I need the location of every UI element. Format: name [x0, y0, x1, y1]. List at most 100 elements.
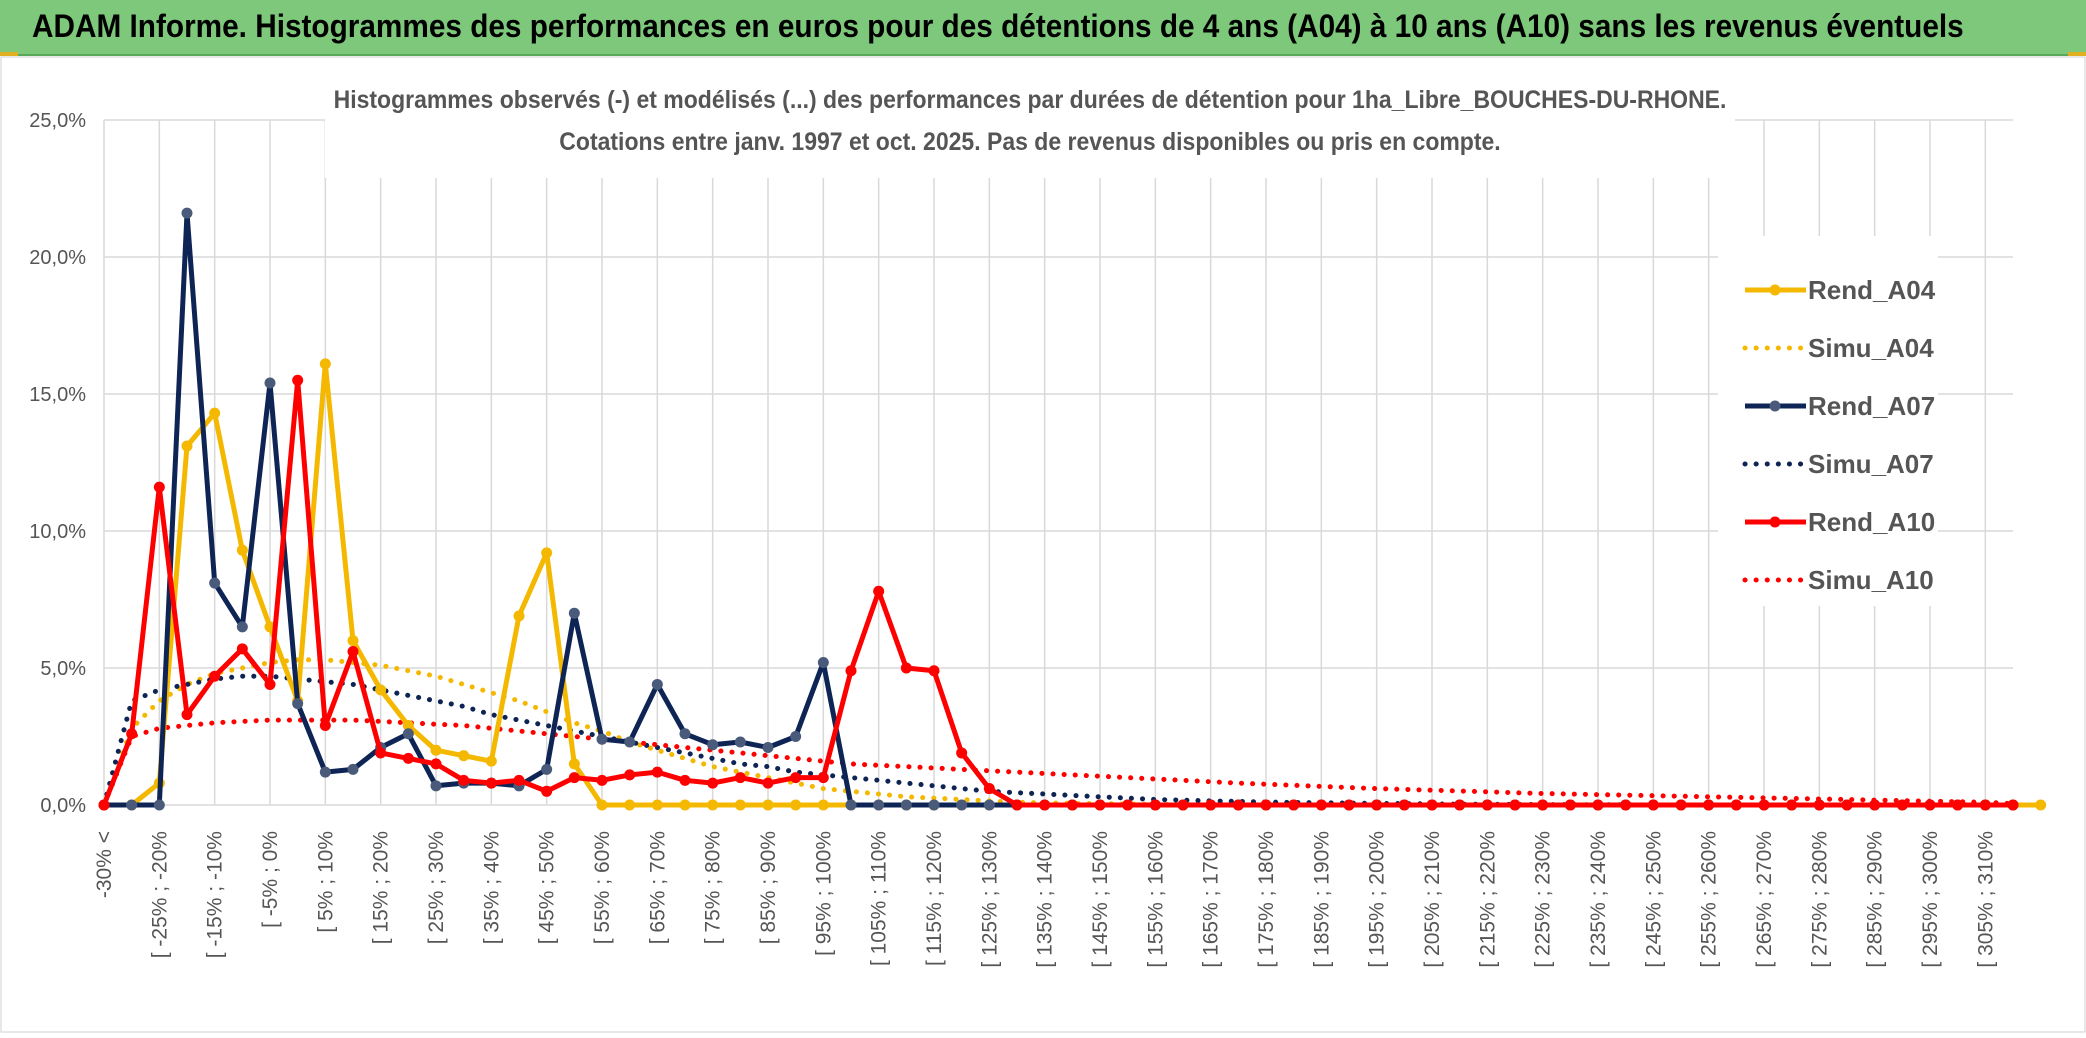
data-point	[236, 643, 248, 655]
data-point	[1149, 799, 1161, 811]
data-point	[983, 783, 995, 795]
legend-background	[1718, 236, 1938, 606]
data-point	[596, 799, 608, 811]
data-point	[209, 577, 221, 589]
data-point	[126, 799, 138, 811]
y-tick-label: 0,0%	[40, 795, 86, 817]
x-tick-label: [ 295% ; 300%	[1919, 831, 1942, 968]
data-point	[873, 585, 885, 597]
data-point	[375, 747, 387, 759]
data-point	[1592, 799, 1604, 811]
x-tick-label: [ 265% ; 270%	[1753, 831, 1776, 968]
legend-label-rend_a07: Rend_A07	[1808, 391, 1935, 421]
x-tick-label: [ 195% ; 200%	[1366, 831, 1389, 968]
data-point	[181, 207, 193, 219]
data-point	[651, 678, 663, 690]
data-point	[1537, 799, 1549, 811]
x-tick-label: [ 275% ; 280%	[1808, 831, 1831, 968]
data-point	[402, 752, 414, 764]
data-point	[292, 698, 304, 710]
data-point	[568, 758, 580, 770]
data-point	[264, 377, 276, 389]
data-point	[734, 799, 746, 811]
x-tick-label: [ 245% ; 250%	[1642, 831, 1665, 968]
data-point	[845, 799, 857, 811]
data-point	[236, 621, 248, 633]
x-tick-label: [ 45% ; 50%	[536, 831, 559, 944]
data-point	[1011, 799, 1023, 811]
data-point	[153, 481, 165, 493]
data-point	[1979, 799, 1991, 811]
data-point	[651, 766, 663, 778]
data-point	[513, 610, 525, 622]
x-tick-label: [ -25% ; -20%	[148, 831, 171, 958]
data-point	[624, 799, 636, 811]
histogram-chart: 0,0% 5,0% 10,0% 15,0% 20,0% 25,0% -30% < [ -25…	[0, 56, 2086, 1033]
data-point	[1813, 799, 1825, 811]
data-point	[1122, 799, 1134, 811]
legend-marker	[1769, 284, 1781, 296]
chart-title-line1: Histogrammes observés (-) et modélisés (…	[334, 86, 1727, 114]
x-tick-label: [ 155% ; 160%	[1144, 831, 1167, 968]
data-point	[790, 799, 802, 811]
data-point	[1675, 799, 1687, 811]
corner-mark-right	[2068, 52, 2086, 56]
data-point	[1260, 799, 1272, 811]
x-tick-label: [ 35% ; 40%	[480, 831, 503, 944]
data-point	[153, 799, 165, 811]
data-point	[1454, 799, 1466, 811]
data-point	[1177, 799, 1189, 811]
legend-label-simu_a07: Simu_A07	[1808, 449, 1934, 479]
x-tick-label: [ 305% ; 310%	[1974, 831, 1997, 968]
data-point	[209, 407, 221, 419]
data-point	[679, 774, 691, 786]
y-tick-label: 25,0%	[29, 110, 86, 132]
chart-title-line2: Cotations entre janv. 1997 et oct. 2025.…	[559, 128, 1500, 156]
data-point	[1288, 799, 1300, 811]
data-point	[734, 736, 746, 748]
legend-label-rend_a04: Rend_A04	[1808, 275, 1936, 305]
series-rend_a10	[98, 374, 2019, 811]
x-tick-label: [ 255% ; 260%	[1698, 831, 1721, 968]
data-point	[1620, 799, 1632, 811]
data-point	[402, 728, 414, 740]
x-tick-label: [ 115% ; 120%	[923, 831, 946, 966]
data-point	[762, 799, 774, 811]
data-point	[1869, 799, 1881, 811]
data-point	[541, 785, 553, 797]
data-point	[430, 780, 442, 792]
x-tick-label: [ 175% ; 180%	[1255, 831, 1278, 968]
x-tick-label: [ 215% ; 220%	[1476, 831, 1499, 968]
data-point	[347, 763, 359, 775]
x-tick-label: [ 105% ; 110%	[868, 831, 891, 966]
data-point	[485, 777, 497, 789]
data-point	[790, 772, 802, 784]
legend-label-simu_a10: Simu_A10	[1808, 565, 1934, 595]
corner-mark-left	[0, 52, 18, 56]
data-point	[873, 799, 885, 811]
data-point	[1647, 799, 1659, 811]
data-point	[209, 670, 221, 682]
data-point	[375, 684, 387, 696]
y-axis: 0,0% 5,0% 10,0% 15,0% 20,0% 25,0%	[29, 110, 86, 817]
data-point	[900, 662, 912, 674]
data-point	[568, 772, 580, 784]
data-point	[319, 358, 331, 370]
legend: Rend_A04 Simu_A04 Rend_A07 Simu_A07 Rend_A10…	[1718, 236, 1938, 606]
series-group	[98, 207, 2047, 811]
data-point	[1343, 799, 1355, 811]
x-tick-label: -30% <	[93, 831, 116, 898]
data-point	[513, 774, 525, 786]
data-point	[1730, 799, 1742, 811]
data-point	[817, 657, 829, 669]
series-line-simu_a10	[101, 717, 2016, 808]
data-point	[485, 755, 497, 767]
data-point	[624, 769, 636, 781]
data-point	[817, 799, 829, 811]
data-point	[458, 750, 470, 762]
legend-marker	[1769, 516, 1781, 528]
data-point	[707, 777, 719, 789]
legend-label-rend_a10: Rend_A10	[1808, 507, 1935, 537]
data-point	[707, 739, 719, 751]
data-point	[983, 799, 995, 811]
